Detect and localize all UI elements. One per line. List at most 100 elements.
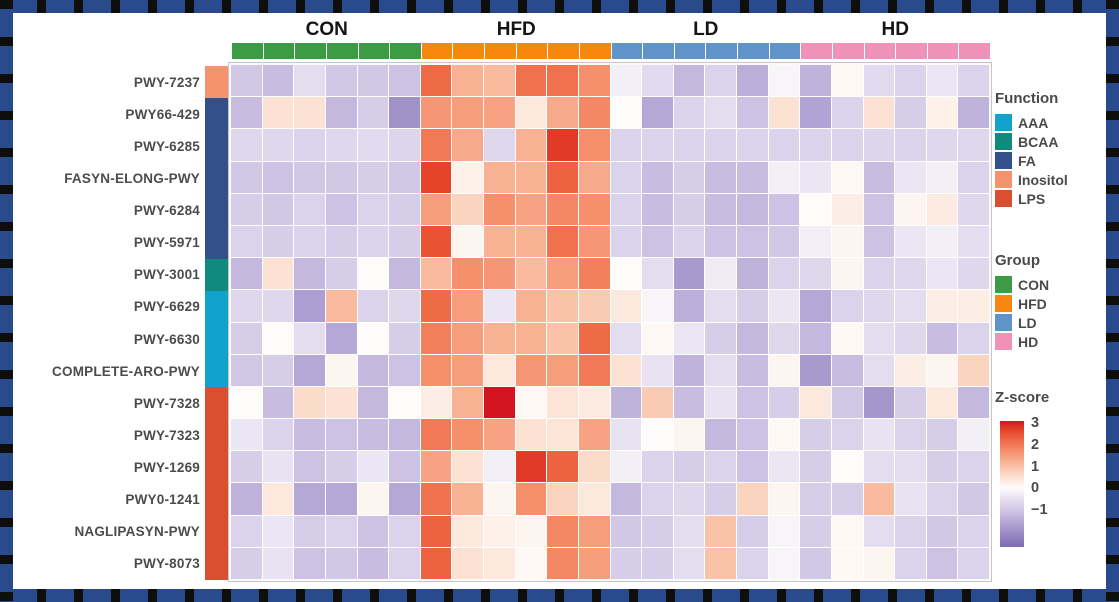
heatmap-cell (800, 225, 831, 258)
row-label-pwy-1269: PWY-1269 (133, 460, 200, 476)
heatmap-cell (262, 129, 294, 161)
heatmap-cell (800, 483, 831, 515)
function-legend-label: AAA (1018, 114, 1049, 131)
heatmap-cell (642, 97, 673, 129)
heatmap-cell (673, 451, 705, 483)
heatmap-cell (610, 419, 642, 451)
heatmap-cell (737, 65, 768, 97)
heatmap-cell (547, 483, 578, 515)
heatmap-cell (231, 547, 262, 579)
heatmap-cell (863, 97, 895, 129)
group-annotation-cell (959, 43, 990, 59)
heatmap-cell (673, 258, 705, 290)
group-legend-label: LD (1018, 314, 1037, 331)
heatmap-cell (768, 419, 800, 451)
heatmap-cell (610, 161, 642, 193)
heatmap-cell (420, 515, 452, 547)
heatmap-cell (737, 97, 768, 129)
row-label-pwy-6630: PWY-6630 (133, 331, 200, 347)
heatmap-cell (547, 515, 578, 547)
group-annotation-cell (864, 43, 896, 59)
heatmap-cell (452, 419, 483, 451)
heatmap-cell (705, 322, 736, 354)
heatmap-cell (768, 225, 800, 258)
heatmap-cell (262, 290, 294, 322)
colorbar-tick--1: −1 (1031, 502, 1048, 519)
heatmap-cell (895, 161, 926, 193)
heatmap-cell (705, 386, 736, 419)
heatmap-cell (420, 161, 452, 193)
heatmap-cell (673, 322, 705, 354)
row-label-naglipasyn-pwy: NAGLIPASYN-PWY (74, 524, 200, 540)
heatmap-cell (357, 451, 389, 483)
heatmap-cell (294, 161, 325, 193)
heatmap-cell (926, 258, 958, 290)
heatmap-cell (325, 129, 357, 161)
heatmap-cell (484, 129, 515, 161)
heatmap-cell (357, 290, 389, 322)
heatmap-cell (515, 290, 547, 322)
heatmap-cell (863, 515, 895, 547)
heatmap-cell (231, 290, 262, 322)
heatmap-cell (484, 97, 515, 129)
heatmap-cell (705, 161, 736, 193)
heatmap-cell (831, 65, 863, 97)
heatmap-cell (831, 161, 863, 193)
heatmap-cell (578, 97, 610, 129)
heatmap-cell (262, 97, 294, 129)
group-annotation-cell (263, 43, 295, 59)
row-label-pwy-6284: PWY-6284 (133, 203, 200, 219)
heatmap-cell (642, 322, 673, 354)
heatmap-cell (737, 386, 768, 419)
heatmap-cell (231, 483, 262, 515)
group-legend: Group CON HFD LD HD (995, 252, 1110, 351)
heatmap-cell (768, 483, 800, 515)
heatmap-cell (389, 193, 420, 225)
heatmap-cell (452, 290, 483, 322)
heatmap-cell (705, 483, 736, 515)
heatmap-cell (673, 386, 705, 419)
heatmap-cell (547, 451, 578, 483)
heatmap-cell (484, 547, 515, 579)
group-annotation-cell (548, 43, 579, 59)
heatmap-cell (231, 129, 262, 161)
heatmap-cell (578, 193, 610, 225)
heatmap-cell (800, 386, 831, 419)
heatmap-cell (231, 193, 262, 225)
heatmap-cell (831, 483, 863, 515)
heatmap-cell (958, 193, 989, 225)
heatmap-cell (800, 65, 831, 97)
heatmap-cell (325, 322, 357, 354)
heatmap-cell (705, 547, 736, 579)
heatmap-cell (800, 451, 831, 483)
colorbar-title: Z-score (995, 389, 1050, 406)
heatmap-cell (642, 258, 673, 290)
group-annotation-cell (453, 43, 484, 59)
heatmap-cell (673, 65, 705, 97)
heatmap-cell (705, 129, 736, 161)
heatmap-cell (294, 419, 325, 451)
function-legend-swatch-inositol (995, 171, 1012, 188)
heatmap-cell (357, 322, 389, 354)
row-label-pwy-5971: PWY-5971 (133, 235, 200, 251)
heatmap-cell (831, 97, 863, 129)
heatmap-cell (357, 258, 389, 290)
heatmap-cell (768, 161, 800, 193)
column-group-label-ld: LD (693, 19, 719, 40)
heatmap-cell (389, 161, 420, 193)
heatmap-cell (420, 97, 452, 129)
function-legend: Function AAA BCAA FA Inositol LPS (995, 90, 1110, 208)
heatmap-cell (420, 193, 452, 225)
heatmap-cell (515, 483, 547, 515)
heatmap-cell (737, 290, 768, 322)
group-legend-label: HD (1018, 333, 1039, 350)
heatmap-cell (895, 451, 926, 483)
heatmap-cell (863, 193, 895, 225)
heatmap-cell (800, 515, 831, 547)
heatmap-cell (452, 354, 483, 386)
heatmap-cell (863, 419, 895, 451)
heatmap-cell (262, 258, 294, 290)
heatmap-cell (642, 483, 673, 515)
heatmap-cell (895, 290, 926, 322)
function-legend-item-lps: LPS (995, 189, 1110, 208)
